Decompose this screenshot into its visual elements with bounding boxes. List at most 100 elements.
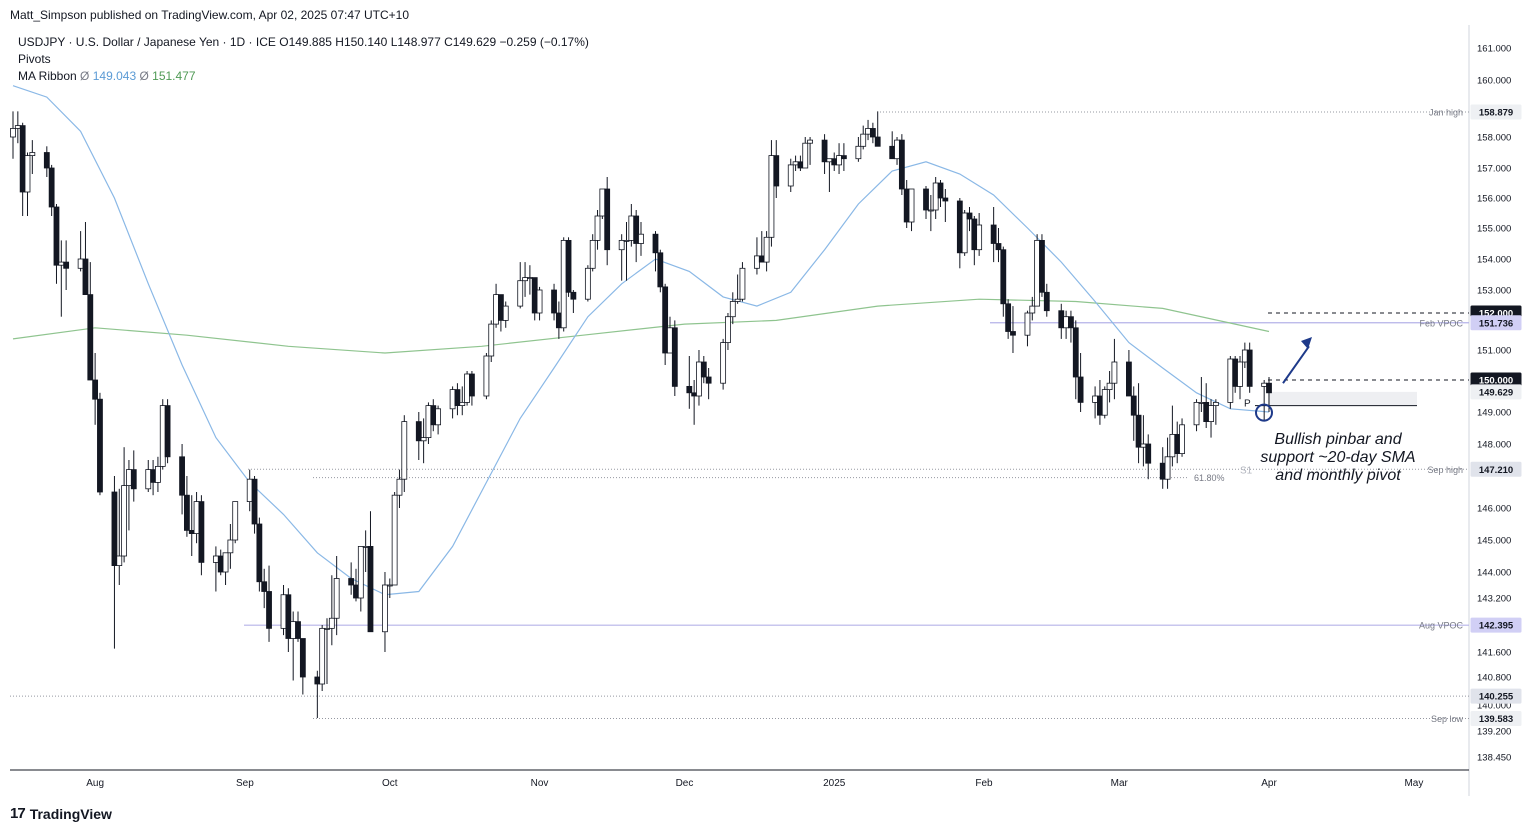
- candle-body: [353, 584, 359, 599]
- candle-body: [966, 212, 973, 220]
- candle-body: [522, 277, 528, 282]
- candle-body: [923, 188, 929, 211]
- candle-body: [898, 139, 905, 190]
- x-tick-label: Oct: [382, 778, 398, 789]
- candle-body: [150, 469, 156, 483]
- candle-body: [1043, 291, 1050, 312]
- price-tag: [1470, 315, 1522, 331]
- candle-body: [1077, 376, 1084, 403]
- candle-body: [526, 277, 533, 280]
- candle-body: [937, 182, 944, 199]
- candle-body: [787, 164, 794, 187]
- ohlc-change-value: −0.259 (−0.17%): [499, 35, 589, 49]
- candle-body: [222, 552, 229, 573]
- candle-body: [1034, 239, 1041, 307]
- candle-body: [570, 291, 577, 300]
- candle-body: [1227, 358, 1234, 403]
- y-tick-label: 156.000: [1477, 194, 1511, 205]
- candle-body: [628, 215, 635, 241]
- y-tick-label: 144.000: [1477, 568, 1511, 579]
- candle-body: [638, 233, 644, 244]
- ohlc-open-value: O149.885: [279, 35, 332, 49]
- candle-body: [19, 125, 26, 193]
- candle-body: [792, 161, 799, 166]
- candle-body: [58, 261, 65, 266]
- x-tick-label: Mar: [1111, 778, 1129, 789]
- candle-body: [14, 125, 21, 129]
- y-tick-label: 143.200: [1477, 594, 1511, 605]
- candle-body: [261, 581, 268, 592]
- candle-body: [691, 392, 698, 397]
- candle-body: [671, 327, 678, 387]
- candle-body: [1164, 456, 1171, 480]
- candle-body: [995, 243, 1002, 251]
- candle-body: [667, 327, 673, 354]
- candle-body: [396, 478, 403, 496]
- ma-slow-value: 151.477: [152, 69, 196, 83]
- candle-body: [961, 212, 968, 254]
- price-tag-value: 139.583: [1479, 714, 1513, 725]
- symbol-legend[interactable]: USDJPY · U.S. Dollar / Japanese Yen · 1D…: [18, 35, 589, 49]
- candle-body: [1203, 401, 1210, 422]
- candle-body: [633, 215, 640, 244]
- candle-body: [768, 155, 775, 238]
- y-tick-label: 149.000: [1477, 408, 1511, 419]
- candle-body: [469, 373, 475, 397]
- candle-body: [1024, 312, 1031, 336]
- candle-body: [290, 621, 297, 639]
- pivots-legend[interactable]: Pivots: [18, 52, 51, 66]
- candle-body: [942, 197, 949, 202]
- x-tick-label: May: [1404, 778, 1423, 789]
- candle-body: [391, 494, 398, 586]
- candle-body: [990, 224, 997, 244]
- candle-body: [1241, 349, 1248, 363]
- candle-body: [894, 139, 900, 160]
- candle-body: [164, 405, 171, 458]
- y-tick-label: 153.000: [1477, 286, 1511, 297]
- candle-body: [159, 405, 166, 467]
- candle-body: [807, 139, 813, 144]
- x-tick-label: Aug: [86, 778, 104, 789]
- price-level-label: Feb VPOC: [1419, 318, 1463, 328]
- price-tag-value: 151.736: [1479, 318, 1513, 329]
- candle-body: [493, 294, 499, 325]
- candle-body: [976, 224, 983, 251]
- candle-body: [517, 280, 524, 307]
- candle-body: [82, 258, 89, 295]
- candle-body: [739, 267, 746, 300]
- candle-body: [536, 289, 543, 314]
- candle-body: [97, 398, 103, 493]
- candle-body: [865, 128, 871, 135]
- tradingview-footer[interactable]: 17 TradingView: [10, 805, 112, 822]
- candle-body: [758, 255, 765, 263]
- candle-body: [657, 252, 664, 288]
- candle-body: [1000, 249, 1007, 305]
- candle-body: [1111, 361, 1118, 384]
- x-tick-label: Sep: [236, 778, 254, 789]
- annotation-line-3: and monthly pivot: [1275, 467, 1401, 484]
- candle-body: [836, 155, 842, 166]
- ma-ribbon-label: MA Ribbon: [18, 69, 77, 83]
- candle-body: [425, 405, 432, 439]
- candle-body: [763, 236, 770, 263]
- y-tick-label: 155.000: [1477, 224, 1511, 235]
- candle-body: [1106, 382, 1113, 391]
- candle-body: [720, 342, 727, 384]
- candle-body: [956, 200, 963, 254]
- candle-body: [1101, 389, 1108, 416]
- candle-body: [328, 617, 335, 629]
- ma-slow-symbol: Ø: [139, 69, 149, 83]
- candle-body: [927, 209, 934, 212]
- candle-body: [295, 621, 301, 639]
- chart-annotation: Bullish pinbar and support ~20-day SMA a…: [1238, 431, 1438, 485]
- candle-body: [821, 139, 828, 163]
- candle-body: [280, 594, 287, 629]
- fib-label: 61.80%: [1194, 473, 1225, 483]
- candle-body: [430, 405, 437, 426]
- ma-ribbon-legend[interactable]: MA Ribbon Ø 149.043 Ø 151.477: [18, 69, 196, 83]
- published-header: Matt_Simpson published on TradingView.co…: [10, 8, 410, 22]
- candle-body: [401, 421, 408, 480]
- y-tick-label: 140.800: [1477, 673, 1511, 684]
- candle-body: [155, 465, 161, 483]
